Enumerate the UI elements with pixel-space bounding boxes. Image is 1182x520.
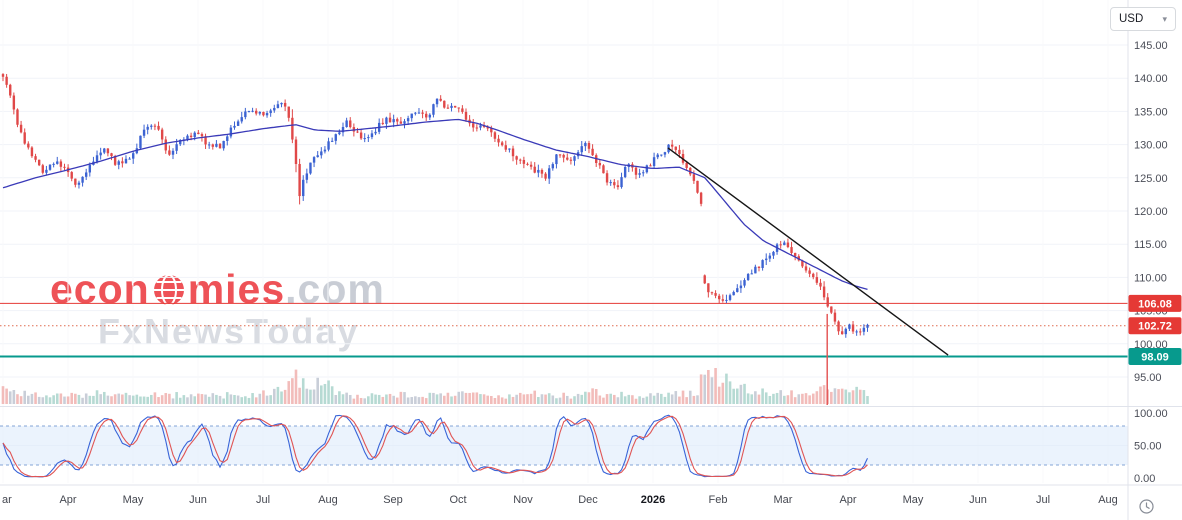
price-badge-102.72: 102.72 [1128,317,1182,335]
svg-text:130.00: 130.00 [1134,140,1168,152]
svg-text:100.00: 100.00 [1134,339,1168,351]
svg-text:Oct: Oct [449,494,466,506]
currency-dropdown[interactable]: USD ▾ [1110,7,1176,31]
svg-text:95.00: 95.00 [1134,372,1162,384]
clock-icon[interactable] [1139,499,1154,514]
svg-text:Aug: Aug [318,494,338,506]
price-badge-106.08: 106.08 [1128,294,1182,312]
svg-text:50.00: 50.00 [1134,441,1162,453]
svg-text:135.00: 135.00 [1134,106,1168,118]
price-axis[interactable]: 145.00 140.00 135.00 130.00 125.00 120.00 115.… [1134,40,1168,485]
grid [0,44,1128,446]
svg-text:115.00: 115.00 [1134,239,1167,251]
svg-text:Sep: Sep [383,494,403,506]
svg-text:106.08: 106.08 [1138,298,1172,310]
svg-text:Jul: Jul [256,494,270,506]
svg-text:ar: ar [2,494,12,506]
candlestick-series [1,73,869,338]
svg-text:98.09: 98.09 [1141,351,1169,363]
svg-text:120.00: 120.00 [1134,206,1168,218]
stochastic-pane [0,414,1128,478]
stochastic-d-line [2,415,868,478]
svg-text:Jun: Jun [969,494,987,506]
svg-text:102.72: 102.72 [1138,321,1172,333]
svg-text:125.00: 125.00 [1134,173,1168,185]
svg-text:100.00: 100.00 [1134,408,1168,420]
svg-text:0.00: 0.00 [1134,473,1155,485]
svg-text:Dec: Dec [578,494,598,506]
svg-text:May: May [123,494,144,506]
svg-text:Apr: Apr [839,494,856,506]
svg-text:Jul: Jul [1036,494,1050,506]
ma-line [2,118,868,291]
time-axis[interactable]: ar Apr May Jun Jul Aug Sep Oct Nov Dec 2026 Feb Mar A… [2,494,1118,506]
volume-series [1,368,869,404]
svg-text:Apr: Apr [59,494,76,506]
price-level-lines [0,302,1128,358]
price-badge-98.09: 98.09 [1128,347,1182,365]
svg-text:140.00: 140.00 [1134,73,1168,85]
globe-icon [152,273,186,307]
svg-text:Nov: Nov [513,494,533,506]
svg-text:Mar: Mar [774,494,793,506]
svg-text:2026: 2026 [641,494,665,506]
currency-label: USD [1119,13,1144,25]
svg-text:145.00: 145.00 [1134,40,1168,52]
svg-text:Feb: Feb [709,494,728,506]
svg-text:110.00: 110.00 [1134,272,1167,284]
svg-text:Aug: Aug [1098,494,1118,506]
trendline-drawings[interactable] [667,147,949,405]
svg-text:Jun: Jun [189,494,207,506]
chevron-down-icon: ▾ [1162,13,1167,24]
svg-text:May: May [903,494,924,506]
descending-trendline [667,147,949,356]
